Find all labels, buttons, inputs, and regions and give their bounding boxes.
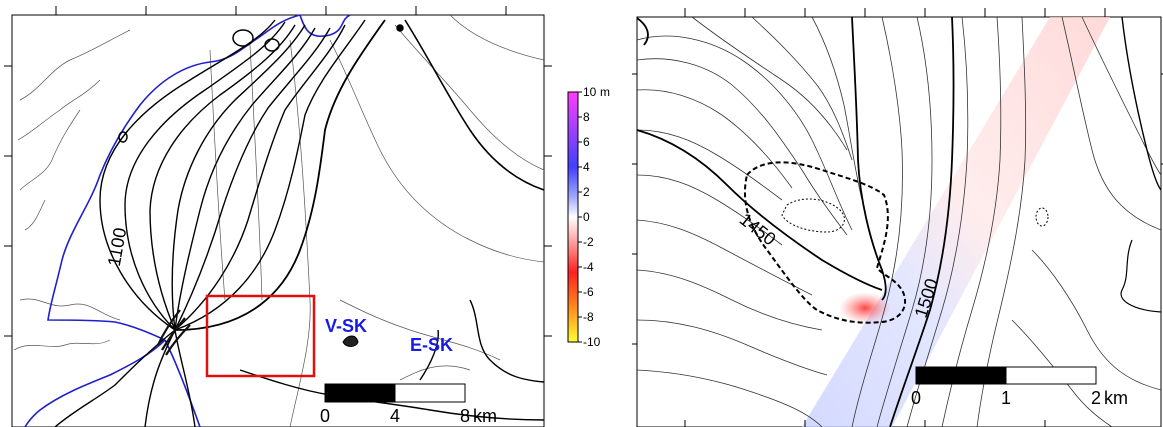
- colorbar-tick-label: -2: [583, 235, 594, 249]
- glacier-outline: [24, 14, 351, 427]
- colorbar-tick-label: 2: [583, 185, 590, 199]
- right-map-contours: [636, 16, 1162, 427]
- left-scale-tick-0: 0: [320, 406, 330, 426]
- colorbar-tick-label: -8: [583, 310, 594, 324]
- left-map-ticks: [4, 6, 552, 337]
- elevation-change-swath: [802, 17, 1110, 427]
- left-map-nunataks: [118, 24, 404, 143]
- colorbar-unit: m: [600, 85, 610, 99]
- colorbar-gradient: [567, 91, 579, 343]
- right-scale-bar: 0 1 2 km: [911, 366, 1128, 408]
- right-map: 1450 1500 0 1 2 km: [632, 8, 1163, 427]
- left-map-thin-contours: [13, 14, 545, 427]
- colorbar-tick-label: 0: [583, 210, 590, 224]
- colorbar-tick-label: 4: [583, 160, 590, 174]
- colorbar-tick-label: 10: [583, 85, 597, 99]
- colorbar-tick-label: 6: [583, 135, 590, 149]
- right-map-thin-contours: [636, 16, 1162, 427]
- colorbar-tick-label: 8: [583, 110, 590, 124]
- lake-inner-outline: [781, 198, 845, 233]
- colorbar-ticks: 10 m8 6 4 2 0 -2 -4 -6 -8 -10: [578, 85, 610, 349]
- right-scale-tick-0: 0: [911, 388, 921, 408]
- site-label-e-sk: E-SK: [410, 335, 453, 355]
- colorbar-tick-label: -10: [583, 335, 601, 349]
- right-map-ticks: [632, 8, 1163, 427]
- left-map-contours: [54, 19, 545, 427]
- outlet-contours: [157, 309, 191, 356]
- right-scale-unit: km: [1104, 388, 1128, 408]
- small-depression: [1035, 207, 1049, 227]
- left-scale-tick-4: 4: [390, 406, 400, 426]
- left-scale-unit: km: [473, 406, 497, 426]
- left-scale-tick-8: 8: [460, 406, 470, 426]
- right-scale-tick-1: 1: [1001, 388, 1011, 408]
- left-map: 1100 V-SK E-SK 0 4 8 km: [4, 6, 552, 427]
- left-scale-bar: 0 4 8 km: [320, 383, 497, 426]
- right-scale-tick-2: 2: [1091, 388, 1101, 408]
- elevation-drop-spot: [839, 292, 891, 324]
- site-label-v-sk: V-SK: [325, 316, 367, 336]
- v-sk-marker: [342, 335, 359, 347]
- colorbar-tick-label: -6: [583, 285, 594, 299]
- colorbar: 10 m8 6 4 2 0 -2 -4 -6 -8 -10: [567, 85, 610, 349]
- inset-box: [205, 294, 316, 378]
- colorbar-tick-label: -4: [583, 260, 594, 274]
